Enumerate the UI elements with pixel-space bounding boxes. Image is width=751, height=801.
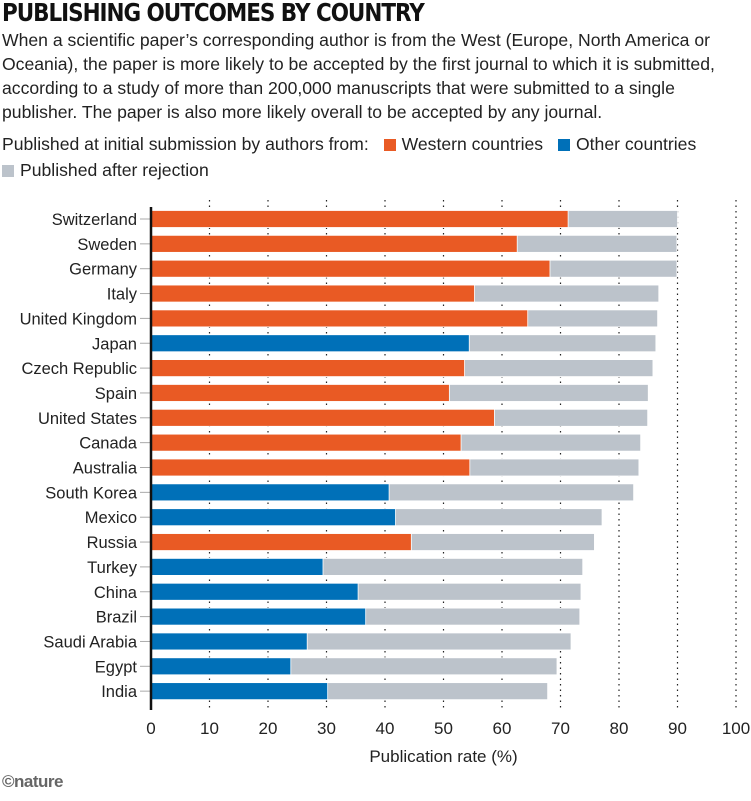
x-tick-label: 0 [146, 719, 155, 738]
chart-subtitle: When a scientific paper’s corresponding … [2, 30, 715, 122]
x-tick-label: 50 [434, 719, 453, 738]
legend-swatch-other [557, 139, 570, 151]
bar-initial-submission [150, 433, 462, 452]
nature-logo: ©nature [2, 772, 63, 791]
legend-after: Published after rejection [20, 160, 209, 180]
bar-initial-submission [150, 359, 465, 378]
bar-initial-submission [150, 259, 551, 278]
bar-initial-submission [150, 234, 518, 253]
bar-initial-submission [150, 284, 475, 303]
x-tick-label: 100 [722, 719, 750, 738]
legend-western: Western countries [401, 134, 544, 154]
x-axis-label: Publication rate (%) [369, 747, 517, 766]
category-label: Turkey [87, 559, 138, 577]
bar-initial-submission [150, 533, 412, 551]
category-label: Mexico [85, 509, 137, 527]
bar-initial-submission [150, 483, 390, 502]
category-label: South Korea [45, 484, 138, 502]
category-label: Japan [92, 335, 137, 353]
legend-other: Other countries [575, 134, 697, 154]
category-label: China [94, 584, 138, 602]
category-label: Italy [107, 286, 138, 304]
bar-initial-submission [150, 458, 471, 477]
bar-initial-submission [150, 408, 495, 427]
x-tick-label: 80 [610, 719, 629, 738]
bar-initial-submission [150, 309, 529, 328]
x-tick-label: 40 [376, 719, 395, 738]
legend-swatch-western [383, 139, 396, 151]
x-tick-label: 20 [259, 719, 278, 738]
bar-initial-submission [150, 582, 359, 601]
x-tick-label: 60 [493, 719, 512, 738]
category-label: Russia [87, 534, 138, 552]
category-label: Australia [73, 460, 138, 478]
category-label: United Kingdom [20, 310, 137, 328]
category-label: Czech Republic [21, 360, 137, 378]
category-label: Canada [79, 435, 138, 453]
legend: Published at initial submission by autho… [2, 131, 750, 183]
category-label: India [101, 683, 138, 701]
category-label: Saudi Arabia [43, 633, 137, 651]
x-tick-label: 30 [317, 719, 336, 738]
bar-initial-submission [150, 558, 324, 576]
category-label: Spain [95, 385, 137, 403]
chart-title: PUBLISHING OUTCOMES BY COUNTRY [2, 0, 425, 27]
category-label: Switzerland [52, 211, 137, 229]
bar-initial-submission [150, 607, 367, 626]
bar-initial-submission [150, 210, 569, 228]
x-tick-label: 90 [668, 719, 687, 738]
bar-initial-submission [150, 334, 470, 353]
legend-swatch-after [2, 165, 14, 177]
x-tick-label: 10 [200, 719, 219, 738]
x-tick-label: 70 [551, 719, 570, 738]
bar-initial-submission [150, 682, 329, 701]
bar-initial-submission [150, 384, 450, 402]
legend-prefix: Published at initial submission by autho… [2, 134, 369, 154]
category-label: Sweden [77, 236, 137, 254]
category-label: United States [38, 410, 137, 428]
category-label: Egypt [95, 658, 138, 676]
category-label: Germany [69, 261, 138, 279]
bar-initial-submission [150, 632, 308, 651]
bar-initial-submission [150, 657, 292, 676]
bar-initial-submission [150, 508, 396, 527]
category-label: Brazil [96, 609, 137, 627]
